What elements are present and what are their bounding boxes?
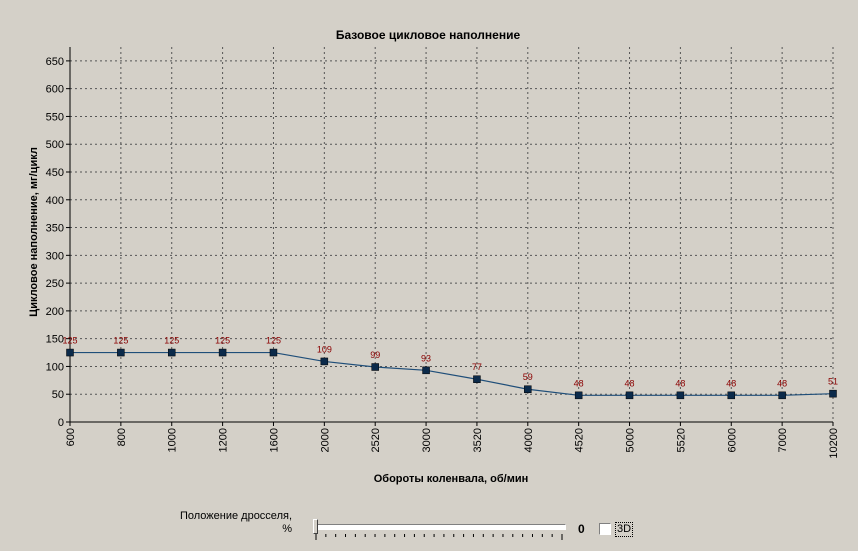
data-point[interactable]: [320, 357, 329, 366]
data-label: 51: [828, 377, 838, 387]
y-tick-label: 300: [46, 250, 64, 262]
data-label: 48: [574, 378, 584, 388]
data-label: 93: [421, 353, 431, 363]
throttle-label: Положение дросселя, %: [150, 510, 292, 536]
data-labels: 125 125 125 125 125 109 99 93 77 59 48 48 48 48 48 51: [62, 336, 838, 389]
x-tick-label: 1600: [268, 428, 280, 452]
x-axis-ticks: 600 800 1000 1200 1600 2000 2520 3000 3520 4000 45…: [65, 422, 840, 459]
x-tick-label: 1000: [167, 428, 179, 452]
y-tick-label: 0: [58, 417, 64, 429]
y-tick-label: 400: [46, 195, 64, 207]
x-tick-label: 4520: [574, 428, 586, 452]
y-tick-label: 500: [46, 139, 64, 151]
x-tick-label: 6000: [726, 428, 738, 452]
throttle-label-text: Положение дросселя,: [179, 510, 292, 522]
x-tick-label: 3520: [472, 428, 484, 452]
data-point[interactable]: [524, 385, 532, 393]
throttle-value: 0: [578, 522, 585, 536]
plot-area: [70, 47, 833, 422]
data-point[interactable]: [574, 391, 583, 400]
data-point[interactable]: [269, 348, 278, 357]
data-label: 48: [625, 378, 635, 388]
data-point[interactable]: [371, 363, 379, 371]
data-label: 109: [317, 344, 332, 354]
x-tick-label: 3000: [421, 428, 433, 452]
data-label: 99: [370, 350, 380, 360]
data-label: 48: [726, 378, 736, 388]
data-label: 125: [62, 336, 77, 346]
data-point[interactable]: [117, 348, 125, 357]
y-tick-label: 450: [46, 167, 64, 179]
throttle-slider-thumb[interactable]: [313, 519, 318, 534]
y-tick-label: 200: [46, 306, 64, 318]
x-tick-label: 10200: [828, 428, 840, 459]
throttle-slider-track[interactable]: [314, 524, 566, 530]
y-axis-ticks: 0 50 100 150 200 250 300 350 400 450 500 550 600 650: [46, 56, 70, 429]
x-axis-label: Обороты коленвала, об/мин: [374, 473, 529, 485]
y-tick-label: 50: [52, 389, 64, 401]
grid: [69, 47, 834, 423]
data-label: 48: [777, 378, 787, 388]
data-label: 125: [215, 336, 230, 346]
x-tick-label: 7000: [777, 428, 789, 452]
x-tick-label: 2520: [370, 428, 382, 452]
data-point[interactable]: [218, 348, 227, 357]
data-point[interactable]: [422, 366, 430, 375]
y-axis-label: Цикловое наполнение, мг/цикл: [28, 147, 40, 317]
y-tick-label: 550: [46, 111, 64, 123]
series-line: [66, 348, 837, 400]
data-label: 125: [266, 336, 281, 346]
y-tick-label: 150: [46, 334, 64, 346]
x-tick-label: 4000: [523, 428, 535, 452]
data-label: 125: [113, 336, 128, 346]
y-tick-label: 250: [46, 278, 64, 290]
y-tick-label: 350: [46, 223, 64, 235]
y-tick-label: 600: [46, 84, 64, 96]
series-polyline: [70, 351, 834, 396]
data-label: 59: [523, 372, 533, 382]
x-tick-label: 5520: [675, 428, 687, 452]
data-point[interactable]: [676, 391, 685, 400]
x-tick-label: 2000: [319, 428, 331, 452]
checkbox-3d-label[interactable]: 3D: [615, 522, 634, 537]
data-point[interactable]: [473, 375, 481, 383]
y-tick-label: 650: [46, 56, 64, 68]
x-tick-label: 5000: [625, 428, 637, 452]
data-point[interactable]: [727, 391, 736, 400]
throttle-label-unit: %: [282, 523, 292, 535]
chart-title: Базовое цикловое наполнение: [336, 28, 521, 42]
data-point[interactable]: [167, 348, 176, 357]
data-label: 125: [164, 336, 179, 346]
data-point[interactable]: [829, 389, 837, 398]
data-point[interactable]: [625, 391, 634, 400]
x-tick-label: 1200: [218, 428, 230, 452]
x-tick-label: 600: [65, 428, 77, 446]
data-label: 48: [675, 378, 685, 388]
data-point[interactable]: [66, 348, 74, 357]
checkbox-3d[interactable]: [599, 523, 611, 535]
x-tick-label: 800: [116, 428, 128, 446]
data-point[interactable]: [778, 391, 786, 400]
data-label: 77: [472, 362, 482, 372]
y-tick-label: 100: [46, 361, 64, 373]
